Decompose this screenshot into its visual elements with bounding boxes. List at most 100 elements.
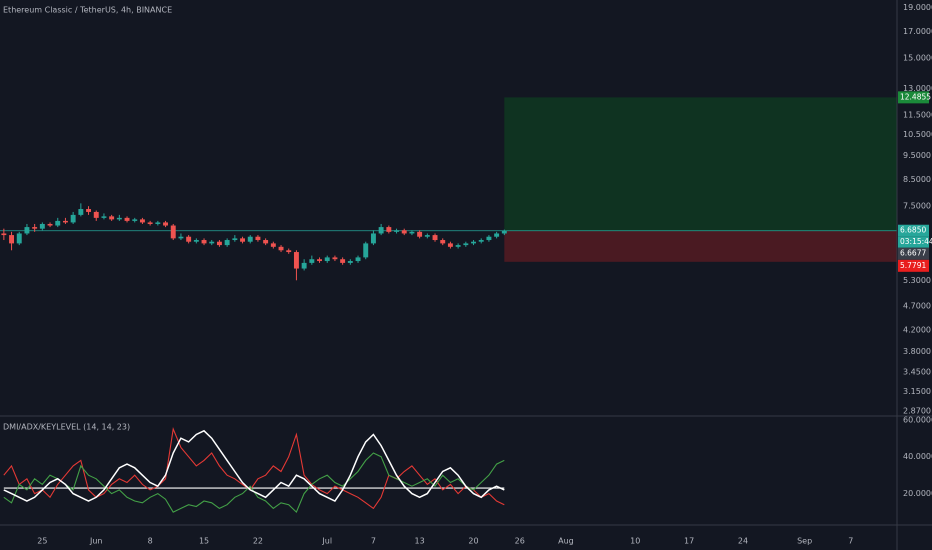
candle-body — [70, 214, 76, 223]
x-tick-label: 7 — [848, 537, 853, 546]
candle-body — [86, 209, 92, 212]
candle-body — [16, 233, 22, 244]
candle-body — [32, 227, 38, 229]
candle-body — [24, 227, 30, 234]
candle-body — [478, 240, 484, 242]
x-tick-label: Aug — [558, 537, 574, 546]
y-tick-label: 10.5000 — [903, 130, 932, 139]
y-tick-label: 4.7000 — [903, 301, 931, 310]
candle-body — [447, 243, 453, 247]
y-tick-label: 17.0000 — [903, 27, 932, 36]
candle-body — [9, 235, 15, 244]
bid-label-bg — [898, 247, 929, 260]
y-tick-label: 3.1500 — [903, 387, 931, 396]
x-tick-label: 26 — [515, 537, 525, 546]
candle-body — [386, 227, 392, 232]
candle-body — [139, 219, 145, 223]
candle-body — [340, 259, 346, 263]
candle-body — [471, 241, 476, 244]
x-tick-label: 17 — [684, 537, 694, 546]
price-pane — [0, 97, 897, 281]
stop-label: 5.7791 — [900, 261, 926, 270]
candle-body — [494, 233, 500, 237]
candle-body — [101, 216, 107, 218]
indicator-title: DMI/ADX/KEYLEVEL (14, 14, 23) — [3, 423, 130, 432]
x-tick-label: Jul — [321, 537, 332, 546]
y-tick-label: 3.8000 — [903, 347, 931, 356]
candle-body — [247, 236, 253, 242]
y-tick-label: 9.5000 — [903, 151, 931, 160]
y-tick-label: 4.2000 — [903, 325, 931, 334]
candle-body — [486, 236, 492, 241]
y-tick-label: 15.0000 — [903, 54, 932, 63]
x-tick-label: 22 — [253, 537, 263, 546]
candle-body — [186, 236, 192, 242]
candle-body — [124, 217, 130, 221]
candle-body — [240, 238, 246, 242]
x-tick-label: 25 — [37, 537, 47, 546]
x-tick-label: 8 — [148, 537, 153, 546]
x-tick-label: 24 — [738, 537, 748, 546]
indicator-pane — [3, 426, 505, 514]
candle-body — [55, 220, 61, 226]
candle-body — [209, 241, 215, 244]
x-tick-label: 20 — [468, 537, 478, 546]
x-tick-label: Sep — [797, 537, 812, 546]
bid-label: 6.6677 — [900, 249, 926, 258]
target-label-bg — [898, 91, 929, 104]
target-label: 12.4855 — [900, 92, 931, 101]
candle-body — [39, 223, 45, 229]
candle-body — [286, 250, 292, 253]
candle-body — [401, 230, 407, 234]
candle-body — [78, 209, 84, 215]
candle-body — [155, 222, 161, 224]
x-tick-label: 15 — [199, 537, 209, 546]
y-tick-label: 13.0000 — [903, 84, 932, 93]
y-tick-label: 2.8700 — [903, 407, 931, 416]
candle-body — [1, 233, 7, 236]
candle-body — [293, 252, 299, 269]
x-tick-label: Jun — [89, 537, 103, 546]
candle-body — [370, 233, 376, 244]
y-tick-label: 19.0000 — [903, 3, 932, 12]
candle-body — [417, 231, 423, 237]
candle-body — [347, 261, 353, 263]
candle-body — [47, 223, 53, 226]
candle-body — [255, 236, 261, 241]
indicator-line — [3, 429, 505, 502]
stop-label-bg — [898, 259, 929, 272]
candle-body — [224, 240, 230, 246]
candle-body — [216, 241, 222, 246]
y2-tick-label: 40.0000 — [903, 452, 932, 461]
candle-body — [324, 257, 330, 262]
y-tick-label: 8.5000 — [903, 175, 931, 184]
profit-zone — [504, 97, 897, 231]
axis-corner — [898, 526, 932, 550]
candle-body — [501, 230, 507, 234]
candle-body — [193, 240, 199, 242]
candle-body — [170, 225, 176, 239]
y2-tick-label: 60.0000 — [903, 416, 932, 425]
candle-body — [440, 240, 446, 244]
candle-body — [301, 262, 307, 269]
candle-body — [132, 219, 138, 221]
candle-body — [309, 259, 315, 263]
candle-body — [270, 243, 276, 247]
candle-body — [116, 217, 122, 220]
candle-body — [263, 240, 269, 244]
x-tick-label: 7 — [371, 537, 376, 546]
candle-body — [432, 235, 438, 241]
y-tick-label: 7.5000 — [903, 202, 931, 211]
candle-body — [455, 245, 461, 247]
countdown: 03:15:44 — [900, 237, 932, 246]
candle-body — [93, 211, 99, 218]
candle-body — [378, 227, 384, 234]
countdown-bg — [898, 236, 929, 248]
candle-body — [232, 238, 238, 241]
x-tick-label: 13 — [415, 537, 425, 546]
y-tick-label: 3.4500 — [903, 367, 931, 376]
candle-body — [463, 243, 469, 246]
indicator-line — [3, 426, 505, 510]
